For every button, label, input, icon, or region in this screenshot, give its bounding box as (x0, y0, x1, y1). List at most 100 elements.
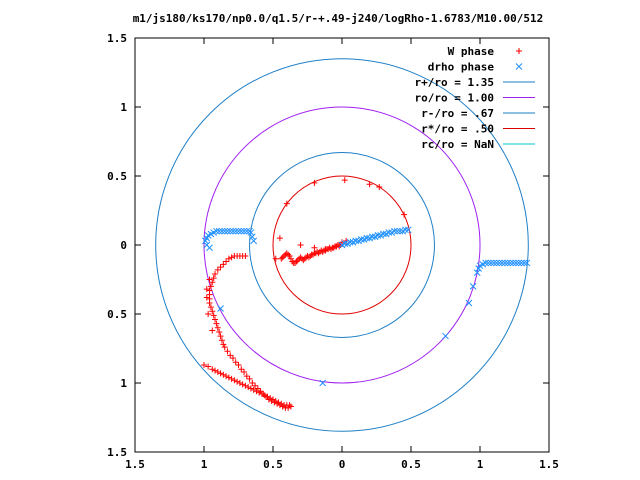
drho-phase-point (319, 379, 327, 387)
drho-phase-point (229, 227, 237, 235)
w-phase-point (210, 312, 217, 319)
drho-phase-point (221, 227, 229, 235)
drho-phase-point (495, 259, 503, 267)
w-phase-point (252, 382, 259, 389)
drho-phase-point (240, 227, 248, 235)
w-phase-point (341, 177, 348, 184)
w-phase-point (310, 251, 317, 258)
w-phase-point (270, 396, 276, 403)
w-phase-point (256, 389, 263, 396)
x-tick-label: 1 (201, 458, 208, 471)
drho-phase-point (357, 236, 365, 243)
w-phase-point (209, 327, 216, 334)
x-tick-label: 1 (477, 458, 484, 471)
drho-phase-point (393, 227, 401, 235)
w-phase-point (307, 253, 314, 260)
w-phase-point (232, 359, 239, 366)
w-phase-point (272, 397, 279, 404)
drho-phase-point (523, 259, 531, 267)
w-phase-point (264, 393, 271, 400)
w-phase-point (217, 264, 224, 271)
w-phase-point (213, 320, 220, 327)
w-phase-point (228, 375, 235, 382)
w-phase-point (301, 255, 308, 262)
drho-phase-point (490, 259, 498, 267)
reference-circles (155, 58, 529, 432)
drho-phase-point (498, 259, 506, 267)
w-phase-point (210, 275, 217, 282)
drho-phase-point (391, 227, 398, 235)
w-phase-point (212, 270, 219, 277)
drho-phase-point (218, 227, 226, 235)
drho-phase-point (374, 231, 382, 239)
w-phase-point (305, 254, 312, 261)
w-phase-point (376, 184, 383, 191)
x-tick-label: 0.5 (401, 458, 421, 471)
y-tick-label: 1.5 (107, 32, 127, 45)
w-phase-point (224, 348, 231, 355)
w-phase-point (214, 324, 221, 331)
y-tick-label: 1.5 (107, 446, 127, 459)
drho-phase-point (518, 259, 525, 267)
w-phase-point (231, 253, 238, 260)
w-phase-point (214, 368, 221, 375)
x-tick-label: 1.5 (539, 458, 559, 471)
drho-phase-point (473, 269, 481, 276)
reference-circle (155, 58, 529, 432)
w-phase-point (278, 400, 285, 407)
drho-phase-point (501, 259, 509, 267)
w-phase-point (203, 294, 210, 301)
w-phase-point (276, 235, 283, 242)
drho-phase-point (469, 283, 477, 290)
w-phase-point (217, 370, 224, 377)
w-phase-point (209, 366, 216, 373)
w-phase-point (203, 286, 210, 293)
legend: W phase drho phase r+/ro = 1.35 ro/ro = 1.0… (415, 45, 535, 151)
w-phase-point (281, 402, 288, 409)
drho-phase-point (226, 227, 234, 235)
legend-marker-swatch (515, 63, 523, 70)
drho-phase-point (206, 244, 213, 252)
drho-phase-point (507, 259, 514, 267)
w-phase-point (209, 279, 216, 286)
w-phase-point (249, 380, 256, 386)
w-phase-point (285, 251, 292, 258)
w-phase-point (243, 373, 250, 380)
w-phase-point (278, 255, 285, 262)
w-phase-point (227, 352, 234, 359)
w-phase-point (205, 311, 212, 317)
w-phase-point (217, 333, 224, 340)
w-phase-point (207, 283, 214, 290)
w-phase-point (228, 254, 235, 261)
w-phase-point (212, 367, 219, 374)
drho-phase-point (247, 229, 255, 236)
w-phase-point (366, 181, 373, 188)
legend-label: r*/ro = .50 (421, 123, 494, 136)
drho-phase-point (243, 227, 251, 235)
w-phase-point (287, 255, 294, 262)
w-phase-point (327, 246, 334, 253)
drho-phase-point (493, 259, 500, 267)
drho-phase-point (402, 226, 409, 234)
w-phase-point (297, 242, 304, 248)
w-phase-point (216, 328, 223, 335)
drho-phase-point (482, 259, 489, 267)
w-phase-point (220, 341, 227, 348)
data-series (201, 48, 531, 411)
w-phase-point (241, 368, 248, 375)
legend-label: ro/ro = 1.00 (415, 92, 494, 105)
drho-phase-point (484, 259, 492, 267)
w-phase-point (311, 179, 318, 186)
x-tick-label: 0 (339, 458, 346, 471)
w-phase-point (281, 253, 288, 260)
w-phase-point (212, 316, 219, 323)
w-phase-point (223, 258, 230, 265)
w-phase-point (254, 385, 261, 392)
w-phase-point (221, 344, 228, 351)
drho-phase-point (248, 233, 256, 241)
w-phase-point (206, 299, 213, 306)
drho-phase-point (404, 226, 412, 234)
w-phase-point (322, 247, 329, 254)
drho-phase-point (520, 259, 528, 267)
reference-circle (272, 175, 412, 315)
